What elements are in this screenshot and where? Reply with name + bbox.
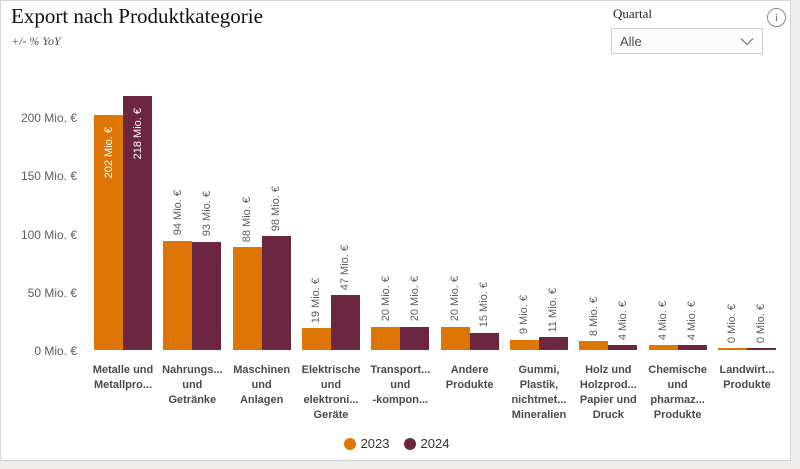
chart-card: Export nach Produktkategorie +/- % YoY Q… xyxy=(0,0,791,461)
x-axis-category-label: Metalle und Metallpro... xyxy=(92,364,154,391)
legend-item-2024[interactable]: 2024 xyxy=(403,436,450,451)
bar-value-label: 11 Mio. € xyxy=(547,287,560,333)
bar-value-label: 20 Mio. € xyxy=(449,276,462,322)
bar-value-label: 9 Mio. € xyxy=(518,295,531,335)
legend-label-2024: 2024 xyxy=(420,436,450,451)
bar-value-label: 0 Mio. € xyxy=(726,303,739,343)
bar-2024-elektrische[interactable] xyxy=(330,295,360,350)
x-axis-category-label: Holz und Holzprod... Papier und Druck xyxy=(579,364,637,421)
x-axis-category-label: Transport... und -kompon... xyxy=(370,364,431,406)
bar-2023-andere[interactable] xyxy=(440,326,470,350)
bar-2023-gummi[interactable] xyxy=(509,339,539,350)
legend-dot-2023 xyxy=(343,437,356,450)
bar-2023-chemische[interactable] xyxy=(648,345,678,350)
chart-legend: 2023 2024 xyxy=(1,436,790,451)
bar-value-label: 4 Mio. € xyxy=(616,301,629,341)
legend-label-2023: 2023 xyxy=(360,436,390,451)
bar-value-label: 218 Mio. € xyxy=(131,108,144,160)
y-axis-tick: 50 Mio. € xyxy=(27,285,77,300)
x-axis-category-label: Gummi, Plastik, nichtmet... Mineralien xyxy=(511,364,567,421)
y-axis-tick: 100 Mio. € xyxy=(20,227,77,242)
bar-value-label: 20 Mio. € xyxy=(408,276,421,322)
bar-2023-transport[interactable] xyxy=(371,326,401,350)
bar-value-label: 20 Mio. € xyxy=(379,276,392,322)
x-axis-category-label: Elektrische und elektroni... Geräte xyxy=(301,364,361,421)
bar-2023-metalleund[interactable] xyxy=(94,114,123,350)
bar-2024-maschinen[interactable] xyxy=(261,235,291,350)
bar-value-label: 94 Mio. € xyxy=(171,190,184,236)
bar-value-label: 4 Mio. € xyxy=(686,301,699,341)
slicer-label: Quartal xyxy=(613,6,652,21)
bar-value-label: 4 Mio. € xyxy=(657,301,670,341)
bar-2024-metalleund[interactable] xyxy=(123,96,152,350)
x-axis-category-label: Nahrungs... und Getränke xyxy=(162,364,223,406)
bar-value-label: 98 Mio. € xyxy=(270,185,283,231)
bar-value-label: 202 Mio. € xyxy=(102,126,115,179)
bar-value-label: 15 Mio. € xyxy=(478,282,491,328)
bar-2024-gummi[interactable] xyxy=(538,337,568,350)
y-axis-tick: 200 Mio. € xyxy=(20,111,77,125)
bar-2024-chemische[interactable] xyxy=(677,345,707,350)
bar-2024-transport[interactable] xyxy=(400,326,430,350)
info-icon[interactable]: i xyxy=(767,8,786,27)
legend-item-2023[interactable]: 2023 xyxy=(343,436,390,451)
bar-2023-nahrungs[interactable] xyxy=(163,240,193,350)
bar-value-label: 8 Mio. € xyxy=(587,296,600,336)
page-title: Export nach Produktkategorie xyxy=(11,4,263,28)
bar-value-label: 47 Mio. € xyxy=(339,245,352,291)
bar-2024-nahrungs[interactable] xyxy=(192,241,222,350)
bar-2023-elektrische[interactable] xyxy=(301,327,331,350)
x-axis-category-label: Andere Produkte xyxy=(445,364,494,391)
bar-2024-landwirt[interactable] xyxy=(746,348,776,350)
bar-value-label: 0 Mio. € xyxy=(755,303,768,343)
x-axis-category-label: Maschinen und Anlagen xyxy=(233,364,291,406)
bar-value-label: 88 Mio. € xyxy=(241,197,254,243)
chevron-down-icon[interactable] xyxy=(740,37,754,46)
x-axis-category-label: Landwirt... Produkte xyxy=(719,364,775,391)
bar-2024-andere[interactable] xyxy=(469,332,499,350)
bar-2023-landwirt[interactable] xyxy=(717,348,747,350)
page-subtitle: +/- % YoY xyxy=(11,34,61,48)
y-axis-tick: 0 Mio. € xyxy=(34,344,77,358)
y-axis-tick: 150 Mio. € xyxy=(20,169,77,184)
bar-value-label: 93 Mio. € xyxy=(200,191,213,237)
bar-value-label: 19 Mio. € xyxy=(310,277,323,323)
quartal-dropdown[interactable]: Alle xyxy=(611,28,763,54)
dropdown-selected-value: Alle xyxy=(620,33,642,49)
legend-dot-2024 xyxy=(403,437,416,450)
bar-2023-holzund[interactable] xyxy=(579,340,609,350)
x-axis-category-label: Chemische und pharmaz... Produkte xyxy=(648,364,707,421)
bar-2024-holzund[interactable] xyxy=(608,345,638,350)
bar-2023-maschinen[interactable] xyxy=(232,247,262,350)
